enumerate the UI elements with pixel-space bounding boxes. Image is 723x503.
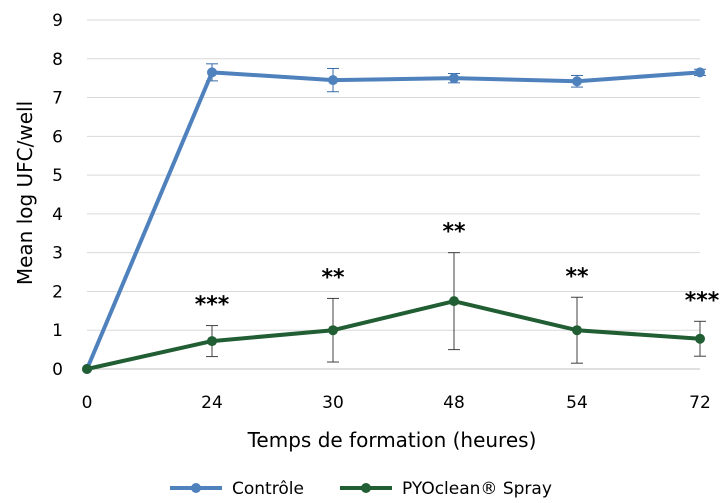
y-axis-title: Mean log UFC/well (13, 101, 37, 285)
y-tick-label: 0 (52, 360, 63, 380)
x-tick-label: 30 (322, 393, 344, 413)
series-layer (82, 63, 706, 374)
data-point (82, 364, 92, 374)
data-point (695, 333, 705, 344)
series-line (85, 70, 702, 371)
y-tick-label: 7 (52, 89, 63, 109)
x-tick-label: 24 (201, 393, 223, 413)
y-tick-label: 5 (52, 166, 63, 186)
y-tick-label: 6 (52, 127, 63, 147)
legend-label: PYOclean® Spray (402, 479, 552, 499)
data-point (207, 336, 217, 347)
data-point (449, 73, 459, 84)
legend-item: Contrôle (170, 479, 304, 499)
y-axis-ticks: 0 1 2 3 4 5 6 7 8 9 (52, 11, 63, 380)
data-point (449, 296, 459, 307)
y-tick-label: 2 (52, 282, 63, 302)
x-tick-label: 48 (443, 393, 465, 413)
y-tick-label: 8 (52, 50, 63, 70)
data-point (328, 325, 338, 336)
legend-swatch-marker (191, 483, 201, 493)
gridlines (87, 19, 700, 370)
y-tick-label: 9 (52, 11, 63, 31)
data-point (695, 67, 705, 78)
y-tick-label: 1 (52, 321, 63, 341)
data-point (572, 325, 582, 336)
data-point (207, 67, 217, 78)
y-tick-label: 4 (52, 205, 63, 225)
significance-label: *** (195, 293, 230, 318)
legend: Contrôle PYOclean® Spray (170, 479, 552, 499)
x-tick-label: 72 (689, 393, 711, 413)
series-pyoclean (82, 252, 706, 374)
significance-label: *** (685, 288, 720, 313)
legend-label: Contrôle (232, 479, 304, 499)
significance-label: ** (565, 264, 589, 289)
legend-swatch-marker (361, 483, 371, 493)
data-point (328, 75, 338, 86)
significance-annotations: ************ (195, 220, 720, 318)
series-line (85, 299, 702, 371)
significance-label: ** (321, 265, 345, 290)
significance-label: ** (442, 220, 466, 245)
x-axis-ticks: 0 24 30 48 54 72 (82, 393, 711, 413)
legend-item: PYOclean® Spray (340, 479, 552, 499)
data-point (572, 76, 582, 87)
x-tick-label: 54 (566, 393, 588, 413)
x-tick-label: 0 (82, 393, 93, 413)
series-controle (82, 63, 706, 374)
y-tick-label: 3 (52, 244, 63, 264)
x-axis-title: Temps de formation (heures) (247, 428, 537, 452)
